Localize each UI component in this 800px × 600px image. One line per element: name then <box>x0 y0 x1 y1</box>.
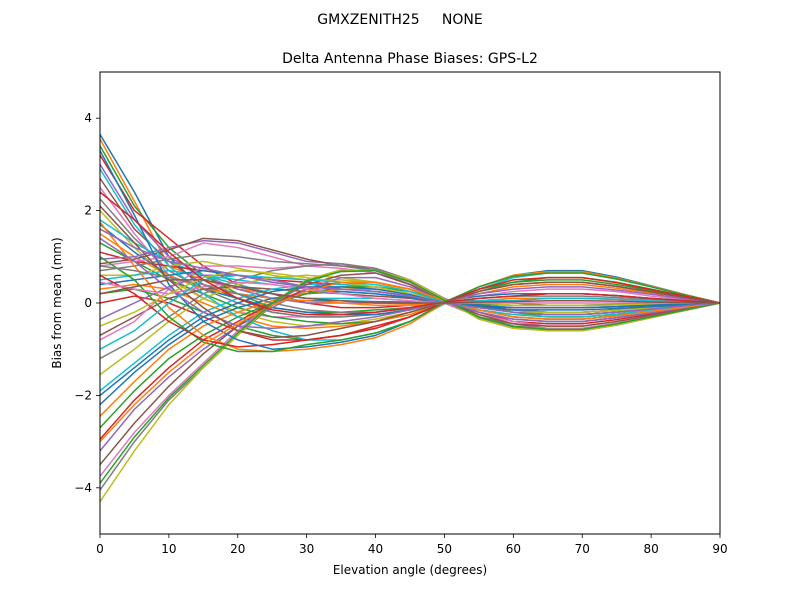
series-line-52 <box>99 281 721 443</box>
series-line-43 <box>99 256 721 353</box>
y-axis: −4 −2 0 2 4 <box>74 111 100 495</box>
series-line-44 <box>99 274 721 348</box>
series-line-39 <box>99 268 721 503</box>
chart-suptitle: GMXZENITH25 NONE <box>317 12 483 28</box>
y-axis-label: Bias from mean (mm) <box>50 237 64 368</box>
series-line-46 <box>99 205 721 339</box>
y-tick-label: 0 <box>84 296 92 310</box>
x-tick-label: 70 <box>575 542 590 556</box>
x-tick-label: 40 <box>368 542 383 556</box>
series-line-45 <box>99 237 721 330</box>
x-axis-label: Elevation angle (degrees) <box>333 563 487 577</box>
y-tick-label: 4 <box>84 111 92 125</box>
series-line-35 <box>99 276 721 452</box>
series-line-51 <box>99 286 721 396</box>
series-line-36 <box>99 272 721 466</box>
x-tick-label: 80 <box>643 542 658 556</box>
plot-area <box>99 71 721 535</box>
series-line-49 <box>99 269 721 327</box>
x-tick-label: 10 <box>161 542 176 556</box>
series-line-53 <box>99 269 721 484</box>
series-line-42 <box>99 221 721 353</box>
series-line-56 <box>99 279 721 304</box>
x-tick-label: 30 <box>299 542 314 556</box>
x-tick-label: 20 <box>230 542 245 556</box>
series-lines <box>99 133 721 503</box>
x-tick-label: 60 <box>506 542 521 556</box>
series-line-48 <box>99 265 721 313</box>
x-tick-label: 50 <box>437 542 452 556</box>
chart-title: Delta Antenna Phase Biases: GPS-L2 <box>282 51 538 67</box>
series-line-22 <box>99 283 721 330</box>
series-line-55 <box>99 228 721 316</box>
y-tick-label: −4 <box>74 481 92 495</box>
series-line-47 <box>99 281 720 304</box>
y-tick-label: −2 <box>74 388 92 402</box>
x-axis: 0 10 20 30 40 50 60 70 80 90 <box>96 534 728 556</box>
x-tick-label: 90 <box>712 542 727 556</box>
y-tick-label: 2 <box>84 204 92 218</box>
x-tick-label: 0 <box>96 542 104 556</box>
